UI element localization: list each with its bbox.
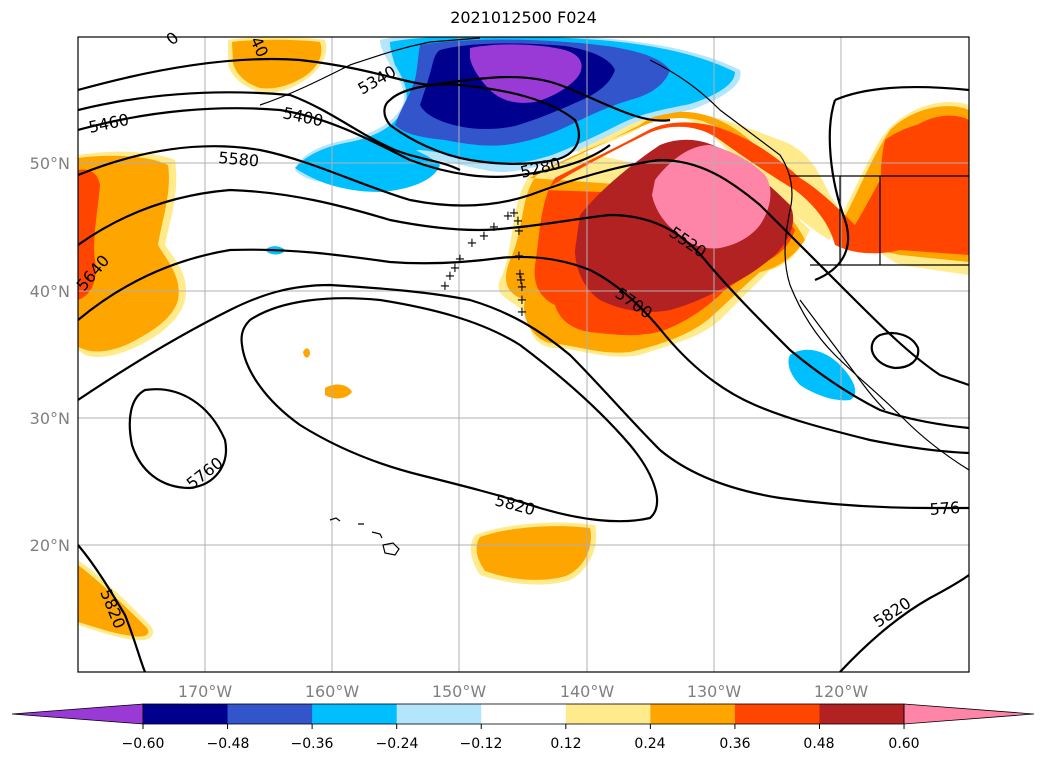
observation-marker: + (517, 305, 528, 320)
warm-anomaly-pink (652, 145, 771, 249)
colorbar-segment (312, 704, 398, 724)
observation-marker: + (517, 280, 528, 295)
baja-coast (799, 299, 886, 411)
hawaii-islands (329, 517, 400, 556)
warm-hawaii-orange (476, 526, 591, 580)
map-panel: +++++ ++++++++++++ (78, 37, 969, 672)
lat-tick-label: 20°N (30, 536, 70, 555)
observation-marker: + (489, 220, 500, 235)
lon-tick-label: 150°W (432, 682, 487, 701)
observation-marker: + (440, 279, 451, 294)
colorbar-tick-label: 0.60 (888, 736, 919, 752)
warm-speck-2 (303, 348, 310, 358)
colorbar-tick-label: −0.48 (207, 736, 250, 752)
bc-coast (649, 59, 793, 211)
warm-west-red (78, 169, 100, 300)
contour-5760-closed (128, 388, 228, 490)
colorbar-segment (481, 704, 567, 724)
lon-tick-label: 160°W (305, 682, 360, 701)
observation-marker: + (479, 229, 490, 244)
colorbar-tick-label: 0.24 (634, 736, 665, 752)
lat-tick-labels: 50°N 40°N 30°N 20°N (30, 154, 70, 555)
figure-title: 2021012500 F024 (450, 8, 597, 27)
observation-marker: + (503, 209, 514, 224)
observation-marker: + (445, 269, 456, 284)
observation-marker: + (455, 252, 466, 267)
lon-tick-label: 140°W (560, 682, 615, 701)
colorbar (11, 703, 1035, 729)
lon-tick-label: 170°W (178, 682, 233, 701)
contour-5640 (78, 188, 969, 430)
colorbar-tick-label: 0.12 (550, 736, 581, 752)
us-west-coast (784, 209, 969, 471)
observation-marker: + (516, 273, 527, 288)
contour-5280 (383, 83, 581, 165)
contour-label: 576 (929, 498, 961, 519)
cold-anomaly-purple (470, 44, 582, 103)
colorbar-frame (142, 703, 905, 725)
contour-5820-se (839, 574, 969, 672)
contour-label: 5580 (218, 148, 260, 170)
colorbar-segment (143, 704, 229, 724)
observation-marker: + (517, 293, 528, 308)
colorbar-segment (396, 704, 482, 724)
contour-5580 (78, 145, 969, 387)
contour-5340 (78, 57, 671, 122)
observation-marker: + (514, 249, 525, 264)
colorbar-segment (650, 704, 736, 724)
colorbar-tick-label: −0.24 (376, 736, 419, 752)
colorbar-extend-low (11, 703, 144, 725)
observation-marker: + (515, 267, 526, 282)
lon-tick-label: 130°W (687, 682, 742, 701)
observation-marker: + (467, 236, 478, 251)
lon-tick-labels: 170°W 160°W 150°W 140°W 130°W 120°W (178, 682, 869, 701)
colorbar-segment (819, 704, 905, 724)
colorbar-extend-high (903, 703, 1035, 725)
warm-sw-orange (78, 565, 149, 637)
gridlines (78, 37, 969, 672)
lon-tick-label: 120°W (814, 682, 869, 701)
colorbar-segment (227, 704, 313, 724)
height-contours (78, 57, 969, 672)
warm-nw-orange (232, 39, 322, 89)
colorbar-segment (734, 704, 820, 724)
colorbar-tick-label: 0.36 (719, 736, 750, 752)
colorbar-tick-labels: −0.60 −0.48 −0.36 −0.24 −0.12 0.12 0.24 … (122, 736, 920, 752)
colorbar-tick-label: −0.60 (122, 736, 165, 752)
observation-marker: + (509, 206, 520, 221)
map-frame (77, 36, 970, 673)
observation-marker: + (450, 261, 461, 276)
contour-5700 (78, 248, 969, 455)
contour-5760-north (78, 283, 969, 510)
contour-sw-low (870, 331, 920, 370)
colorbar-segment (565, 704, 651, 724)
observation-marker: + (513, 214, 524, 229)
lat-tick-label: 30°N (30, 409, 70, 428)
contour-5820-sw (78, 544, 147, 672)
contour-ne-loop (814, 85, 969, 282)
contour-5400 (78, 107, 611, 178)
colorbar-tick-label: 0.48 (803, 736, 834, 752)
lat-tick-label: 50°N (30, 154, 70, 173)
lat-tick-label: 40°N (30, 282, 70, 301)
observation-marker: + (514, 224, 525, 239)
contour-5820-main (240, 297, 659, 523)
colorbar-tick-label: −0.36 (291, 736, 334, 752)
observation-markers: +++++ ++++++++++++ (440, 206, 528, 320)
contour-5460 (78, 91, 461, 171)
warm-anomaly-red-east (880, 119, 969, 242)
colorbar-tick-label: −0.12 (460, 736, 503, 752)
